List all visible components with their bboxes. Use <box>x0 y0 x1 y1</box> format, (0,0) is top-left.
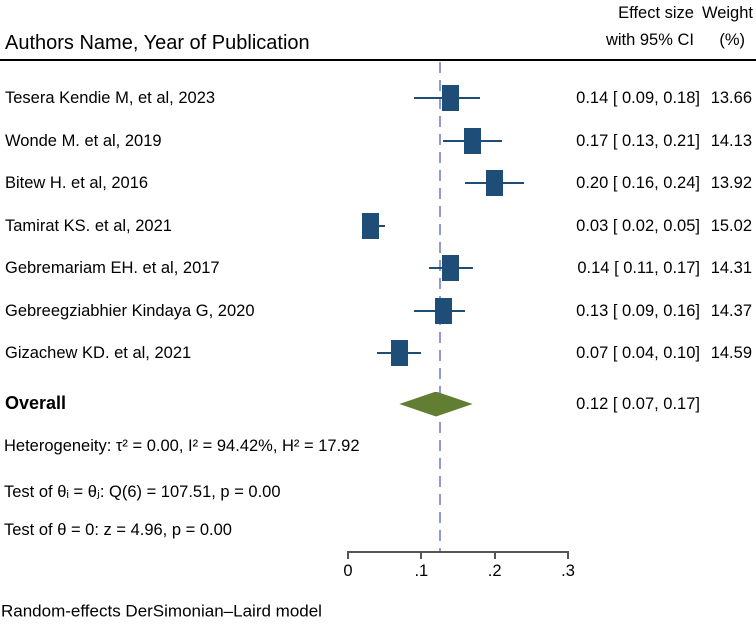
x-axis-tick <box>420 551 423 559</box>
study-label: Gebremariam EH. et al, 2017 <box>5 258 220 277</box>
model-note: Random-effects DerSimonian–Laird model <box>1 601 322 621</box>
study-label: Bitew H. et al, 2016 <box>5 173 149 192</box>
effect-size-marker <box>390 340 408 366</box>
effect-value: 0.14 [ 0.11, 0.17] <box>577 258 700 277</box>
heterogeneity-stats: Heterogeneity: τ² = 0.00, I² = 94.42%, H… <box>4 436 360 455</box>
study-label: Tesera Kendie M, et al, 2023 <box>5 88 216 107</box>
study-label: Gebreegziabhier Kindaya G, 2020 <box>5 301 255 320</box>
effect-value: 0.13 [ 0.09, 0.16] <box>576 301 700 320</box>
overall-diamond <box>399 391 473 417</box>
x-axis-tick-label: .2 <box>487 562 502 580</box>
x-axis-tick-label: 0 <box>343 562 353 580</box>
effect-value: 0.17 [ 0.13, 0.21] <box>576 131 700 150</box>
x-axis-line <box>348 551 568 553</box>
effect-size-marker <box>442 85 460 111</box>
effect-size-marker <box>434 297 452 324</box>
effect-size-marker <box>464 127 482 154</box>
overall-effect-value: 0.12 [ 0.07, 0.17] <box>576 394 700 413</box>
group-test-stats: Test of θᵢ = θⱼ: Q(6) = 107.51, p = 0.00 <box>4 482 281 501</box>
weight-unit-header: (%) <box>719 30 745 49</box>
effect-value: 0.14 [ 0.09, 0.18] <box>576 88 700 107</box>
weight-value: 13.66 <box>710 88 752 107</box>
authors-column-header: Authors Name, Year of Publication <box>5 32 310 54</box>
weight-value: 14.37 <box>710 301 752 320</box>
effect-size-marker <box>442 255 460 281</box>
weight-value: 14.31 <box>710 258 752 277</box>
effect-value: 0.20 [ 0.16, 0.24] <box>576 173 700 192</box>
study-label: Wonde M. et al, 2019 <box>5 131 162 150</box>
effect-value: 0.03 [ 0.02, 0.05] <box>576 216 700 235</box>
effect-ci-header: with 95% CI <box>605 30 694 49</box>
weight-value: 14.13 <box>710 131 752 150</box>
effect-value: 0.07 [ 0.04, 0.10] <box>576 343 700 362</box>
weight-header: Weight <box>701 3 753 22</box>
x-axis-tick-label: .1 <box>414 562 429 580</box>
weight-value: 13.92 <box>710 173 752 192</box>
study-label: Gizachew KD. et al, 2021 <box>5 343 192 362</box>
study-label: Tamirat KS. et al, 2021 <box>5 216 172 235</box>
effect-size-marker <box>361 212 379 239</box>
weight-value: 15.02 <box>710 216 752 235</box>
overall-label: Overall <box>5 393 67 414</box>
weight-value: 14.59 <box>710 343 752 362</box>
header-divider-line <box>0 59 756 61</box>
zero-test-stats: Test of θ = 0: z = 4.96, p = 0.00 <box>4 520 232 539</box>
x-axis-tick-label: .3 <box>561 562 575 580</box>
x-axis-tick <box>567 551 569 559</box>
x-axis-tick <box>347 551 349 559</box>
x-axis-tick <box>493 551 496 559</box>
effect-size-marker <box>486 170 504 196</box>
effect-size-header: Effect size <box>618 3 694 22</box>
